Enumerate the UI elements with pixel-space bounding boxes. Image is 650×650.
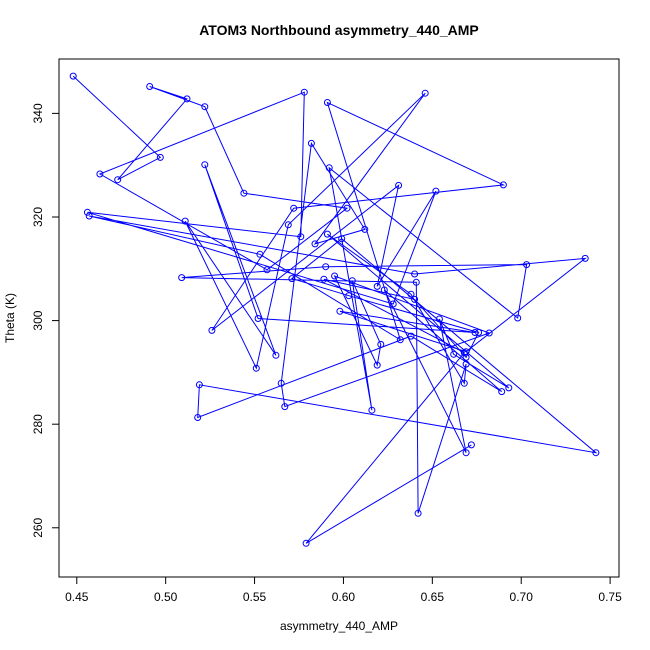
data-point [146, 83, 154, 90]
x-tick-label: 0.60 [332, 590, 356, 604]
series-line [72, 75, 598, 544]
data-point [323, 99, 331, 106]
data-point [336, 307, 344, 315]
data-point [181, 217, 189, 225]
data-point [290, 204, 298, 212]
data-point [396, 336, 404, 344]
data-point [485, 329, 493, 337]
data-point [302, 539, 310, 547]
data-point [498, 388, 506, 396]
x-tick-label: 0.70 [510, 590, 534, 604]
data-point [201, 161, 209, 169]
data-point [240, 189, 248, 197]
data-point [183, 95, 191, 103]
data-point [523, 261, 531, 269]
data-point [178, 274, 186, 282]
data-point [297, 233, 305, 241]
data-point [407, 290, 415, 298]
data-point [412, 278, 420, 286]
data-point [256, 250, 264, 258]
data-point [320, 275, 328, 283]
data-point [389, 300, 397, 308]
data-point [421, 89, 429, 97]
data-point [475, 329, 483, 336]
y-axis: 260 280 300 320 340 [31, 103, 60, 538]
data-point [194, 414, 202, 421]
data-point [288, 275, 296, 283]
data-point [201, 103, 209, 111]
x-axis: 0.45 0.50 0.55 0.60 0.65 0.70 0.75 [65, 576, 622, 604]
data-point [471, 329, 479, 336]
data-point [467, 441, 475, 449]
data-point [281, 403, 289, 411]
data-point [435, 315, 443, 323]
data-point [325, 164, 333, 172]
data-point [411, 295, 419, 303]
data-point [514, 314, 522, 322]
data-point [395, 181, 403, 189]
y-tick-label: 320 [31, 207, 45, 227]
data-point [581, 254, 589, 262]
data-point [460, 349, 468, 357]
data-point [331, 272, 339, 280]
data-point [450, 350, 458, 358]
data-point [114, 176, 122, 184]
y-tick-label: 300 [31, 310, 45, 330]
data-point [377, 340, 385, 348]
data-point [343, 204, 351, 212]
x-axis-label: asymmetry_440_AMP [280, 619, 398, 633]
data-point [592, 449, 600, 457]
data-point [373, 282, 381, 290]
data-point [277, 379, 285, 387]
data-point [69, 72, 77, 80]
data-point [407, 332, 415, 340]
data-point [499, 181, 507, 189]
data-point [208, 326, 216, 334]
data-point [338, 235, 346, 243]
data-point [361, 225, 369, 233]
x-tick-label: 0.65 [421, 590, 445, 604]
x-tick-label: 0.75 [598, 590, 622, 604]
data-point [373, 361, 381, 369]
data-point [272, 351, 280, 359]
data-point [322, 263, 330, 271]
data-point [300, 88, 308, 96]
data-point [505, 384, 513, 392]
data-point [254, 315, 262, 322]
y-axis-label: Theta (K) [3, 293, 17, 343]
data-point [85, 212, 93, 220]
y-tick-label: 340 [31, 103, 45, 123]
data-point [323, 230, 331, 238]
data-point [252, 364, 260, 372]
data-point [460, 379, 468, 387]
data-point [462, 353, 470, 361]
x-tick-label: 0.45 [65, 590, 89, 604]
data-point [307, 139, 315, 147]
x-tick-label: 0.50 [154, 590, 178, 604]
data-point [263, 266, 271, 274]
data-point [411, 270, 419, 278]
data-point [348, 277, 356, 285]
data-point [96, 170, 104, 178]
plot-frame [58, 58, 620, 578]
y-tick-label: 260 [31, 517, 45, 537]
data-point [83, 208, 91, 216]
data-point [462, 449, 470, 457]
data-point [195, 381, 203, 389]
chart-title: ATOM3 Northbound asymmetry_440_AMP [199, 22, 479, 38]
y-tick-label: 280 [31, 414, 45, 434]
data-point [380, 286, 388, 294]
data-point [462, 360, 470, 368]
data-point [414, 509, 422, 517]
data-point [156, 153, 164, 161]
data-point [311, 240, 319, 248]
data-point [432, 187, 440, 195]
x-tick-label: 0.55 [243, 590, 267, 604]
data-point [284, 221, 292, 229]
data-point [345, 292, 353, 300]
data-point [368, 406, 376, 414]
series-layer [69, 72, 600, 547]
